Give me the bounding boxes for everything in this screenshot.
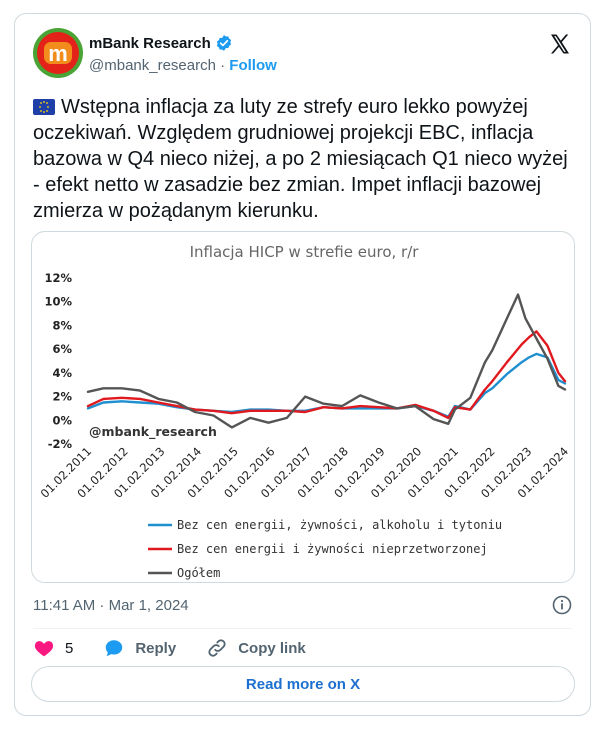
y-tick-label: 6%: [52, 342, 72, 356]
author-name-row: mBank Research: [89, 34, 233, 52]
chart-image[interactable]: Inflacja HICP w strefie euro, r/r -2% 0% 2%…: [31, 231, 575, 583]
mbank-logo-avatar[interactable]: m: [33, 28, 83, 78]
hicp-line-chart: Inflacja HICP w strefie euro, r/r -2% 0% 2%…: [38, 243, 571, 580]
reply-button[interactable]: Reply: [103, 637, 176, 659]
display-name[interactable]: mBank Research: [89, 34, 211, 52]
y-tick-label: 2%: [52, 390, 72, 404]
legend-label: Bez cen energii, żywności, alkoholu i ty…: [177, 518, 502, 532]
verified-badge-icon: [216, 35, 231, 51]
tweet-text: Wstępna inflacja za luty ze strefy euro …: [33, 94, 573, 224]
chart-watermark: @mbank_research: [89, 424, 217, 440]
tweet-body: Wstępna inflacja za luty ze strefy euro …: [33, 96, 568, 222]
legend-label: Bez cen energii i żywności nieprzetworzo…: [177, 542, 488, 556]
handle-row: @mbank_research · Follow: [89, 57, 277, 74]
y-tick-label: 0%: [52, 413, 72, 427]
likes-count: 5: [65, 639, 74, 657]
link-icon: [208, 639, 226, 657]
heart-icon: [34, 641, 54, 657]
timestamp[interactable]: 11:41 AM · Mar 1, 2024: [33, 597, 189, 614]
reply-bubble-icon: [106, 640, 123, 657]
separator: ·: [220, 57, 226, 74]
tweet-card: m mBank Research @mbank_research · Follo…: [14, 13, 591, 716]
y-tick-label: 12%: [44, 271, 72, 285]
handle[interactable]: @mbank_research: [89, 57, 216, 74]
copy-link-label: Copy link: [238, 639, 306, 657]
read-more-button[interactable]: Read more on X: [31, 666, 575, 702]
actions-bar: 5 Reply Copy link: [33, 634, 336, 662]
svg-text:m: m: [48, 41, 68, 66]
info-icon[interactable]: [552, 595, 572, 615]
like-button[interactable]: 5: [33, 637, 73, 659]
legend-label: Ogółem: [177, 566, 220, 580]
y-tick-label: 4%: [52, 366, 72, 380]
reply-label: Reply: [135, 639, 177, 657]
y-tick-label: 8%: [52, 318, 72, 332]
eu-flag-icon: [33, 99, 55, 115]
y-tick-label: -2%: [48, 437, 73, 451]
y-tick-label: 10%: [44, 295, 72, 309]
chart-title: Inflacja HICP w strefie euro, r/r: [190, 243, 420, 261]
x-logo-icon[interactable]: [548, 32, 572, 56]
divider: [33, 628, 572, 629]
follow-link[interactable]: Follow: [229, 57, 277, 74]
series-line-2: [86, 330, 567, 420]
copy-link-button[interactable]: Copy link: [206, 637, 306, 659]
series-line-3: [86, 293, 567, 429]
